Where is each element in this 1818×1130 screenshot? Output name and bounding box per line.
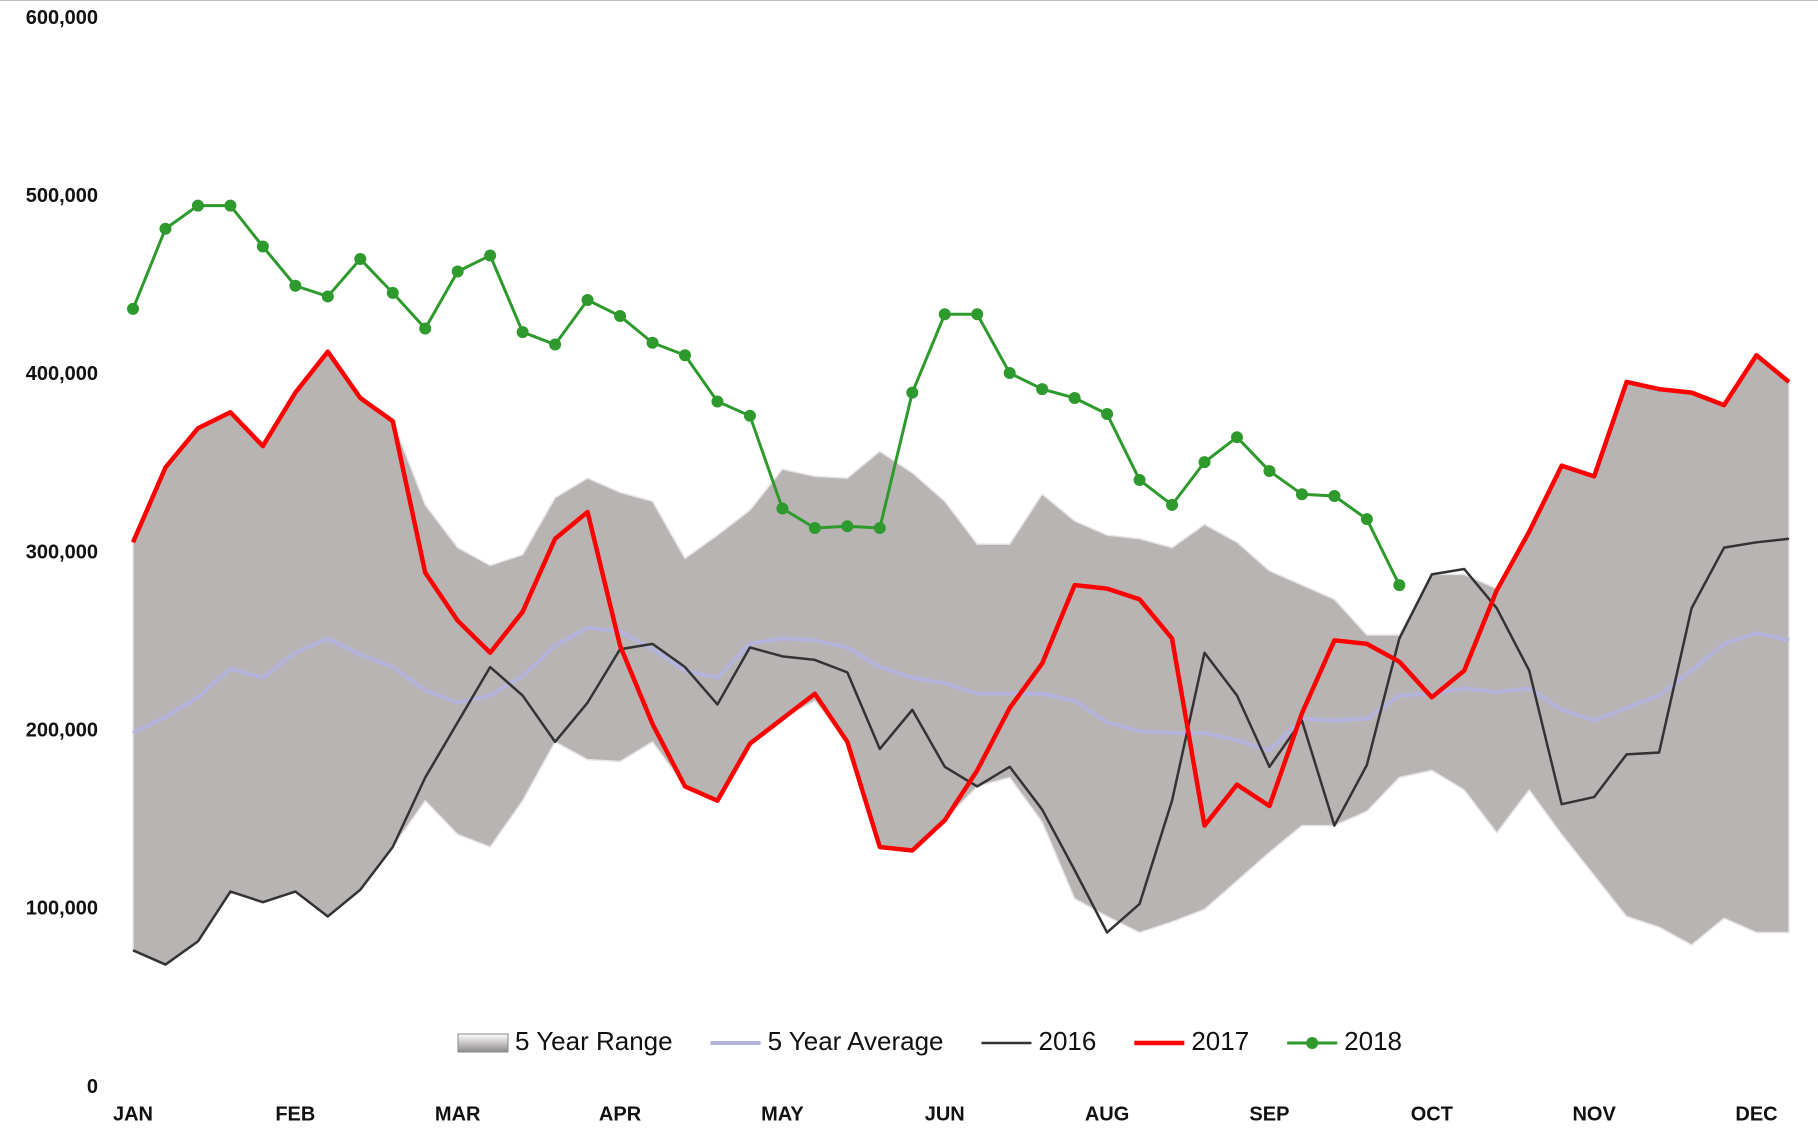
series-marker xyxy=(484,249,497,262)
y-tick-label: 400,000 xyxy=(26,363,98,385)
series-marker xyxy=(159,222,172,235)
series-marker xyxy=(516,326,529,339)
legend-swatch xyxy=(457,1033,509,1053)
legend-label: 2017 xyxy=(1191,1026,1249,1056)
series-marker xyxy=(776,502,789,515)
legend-item: 2017 xyxy=(1134,1026,1249,1056)
series-marker xyxy=(678,349,691,362)
x-tick-label: JUN xyxy=(925,1103,965,1125)
x-tick-label: NOV xyxy=(1572,1103,1616,1125)
series-marker xyxy=(127,302,139,315)
series-marker xyxy=(808,522,821,535)
legend-marker xyxy=(1306,1037,1319,1049)
series-marker xyxy=(451,265,464,278)
series-marker xyxy=(1360,513,1373,526)
series-marker xyxy=(419,322,432,335)
y-tick-label: 100,000 xyxy=(26,898,98,920)
y-tick-label: 500,000 xyxy=(26,185,98,207)
x-tick-label: SEP xyxy=(1249,1103,1289,1125)
series-marker xyxy=(191,199,204,212)
series-marker xyxy=(873,522,886,535)
x-tick-label: FEB xyxy=(275,1103,315,1125)
legend-label: 2018 xyxy=(1344,1026,1402,1056)
series-marker xyxy=(614,310,627,323)
x-tick-label: MAR xyxy=(435,1103,481,1125)
legend-label: 5 Year Average xyxy=(768,1026,944,1056)
range-area xyxy=(132,350,1790,966)
x-tick-label: OCT xyxy=(1411,1103,1453,1125)
series-marker xyxy=(938,308,951,321)
y-tick-label: 300,000 xyxy=(26,541,98,563)
legend-item: 5 Year Average xyxy=(710,1026,944,1056)
series-line xyxy=(132,537,1790,966)
legend-item: 5 Year Range xyxy=(457,1026,673,1056)
series-marker xyxy=(1101,408,1114,421)
series-marker xyxy=(224,199,237,212)
x-tick-label: AUG xyxy=(1085,1103,1129,1125)
series-marker xyxy=(386,286,399,299)
series-marker xyxy=(289,279,302,292)
plot-area xyxy=(127,199,1791,966)
series-marker xyxy=(1003,367,1016,380)
series-line xyxy=(131,204,1401,586)
y-tick-label: 0 xyxy=(87,1076,98,1098)
series-marker xyxy=(711,395,724,408)
series-marker xyxy=(1166,498,1179,511)
legend-item: 2018 xyxy=(1287,1026,1402,1056)
x-tick-label: DEC xyxy=(1735,1103,1777,1125)
x-tick-label: JAN xyxy=(113,1103,153,1125)
legend: 5 Year Range 5 Year Average 2016 2017 2018 xyxy=(457,1026,1402,1056)
series-marker xyxy=(1263,465,1276,478)
series-marker xyxy=(1393,579,1406,592)
series-marker xyxy=(354,253,367,266)
series-marker xyxy=(1328,489,1341,502)
series-marker xyxy=(1036,383,1049,396)
series-marker xyxy=(743,409,756,422)
series-marker xyxy=(1230,431,1243,444)
series-marker xyxy=(549,338,562,351)
axes: 0 100,000 200,000 300,000 400,000 500,000 600,… xyxy=(26,7,1778,1126)
x-tick-label: APR xyxy=(599,1103,642,1125)
legend-label: 2016 xyxy=(1038,1026,1096,1056)
series-marker xyxy=(1198,456,1211,469)
series-marker xyxy=(1133,473,1146,486)
series-marker xyxy=(1295,488,1308,501)
series-line xyxy=(130,349,1791,853)
legend-label: 5 Year Range xyxy=(515,1026,673,1056)
series-line xyxy=(132,625,1790,753)
series-marker xyxy=(256,240,269,253)
series-marker xyxy=(841,520,854,533)
series-marker xyxy=(1068,391,1081,404)
series-marker xyxy=(646,336,659,349)
series-marker xyxy=(581,294,594,307)
y-tick-label: 600,000 xyxy=(26,7,98,29)
legend-item: 2016 xyxy=(981,1026,1096,1056)
y-tick-label: 200,000 xyxy=(26,719,98,741)
x-tick-label: MAY xyxy=(761,1103,804,1125)
series-marker xyxy=(906,386,919,399)
series-marker xyxy=(971,308,984,321)
series-marker xyxy=(321,290,334,303)
